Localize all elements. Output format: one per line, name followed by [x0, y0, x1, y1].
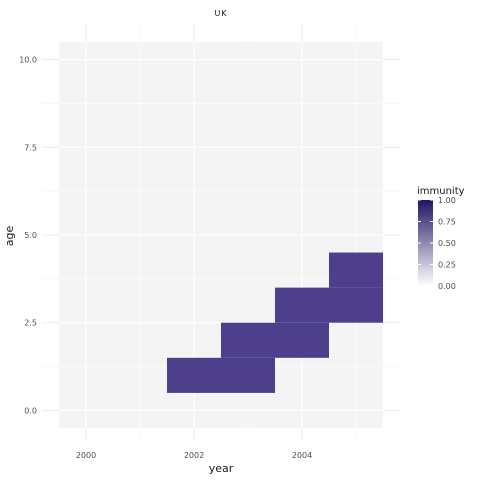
y-tick-label: 0.0 — [24, 406, 37, 415]
legend-title: immunity — [417, 186, 465, 197]
legend-ticks: 1.00 0.75 0.50 0.25 0.00 — [418, 196, 456, 291]
heatmap-tile — [221, 357, 275, 393]
heatmap-tile — [275, 322, 329, 358]
heatmap-tile — [329, 252, 383, 288]
grid-lines — [59, 42, 383, 428]
x-tick-label: 2004 — [292, 451, 312, 460]
x-axis-ticks: 2000 2002 2004 — [76, 451, 312, 460]
legend: immunity 1.00 0.75 0.50 0.25 0.00 — [417, 186, 465, 291]
legend-tick-label: 0.00 — [438, 282, 456, 291]
y-tick-label: 7.5 — [24, 143, 37, 152]
y-axis-ticks: 0.0 2.5 5.0 7.5 10.0 — [19, 56, 37, 416]
y-tick-label: 5.0 — [24, 231, 37, 240]
legend-colorbar — [418, 200, 433, 286]
legend-tick-label: 0.25 — [438, 261, 456, 270]
y-tick-label: 2.5 — [24, 319, 37, 328]
heatmap-tile — [221, 322, 275, 358]
legend-tick-label: 1.00 — [438, 196, 456, 205]
y-axis-title: age — [3, 226, 16, 247]
tiles-layer — [167, 252, 383, 393]
y-tick-label: 10.0 — [19, 56, 37, 65]
legend-tick-label: 0.75 — [438, 218, 456, 227]
x-tick-label: 2002 — [184, 451, 204, 460]
facet-strip-label: UK — [214, 9, 227, 18]
heatmap-tile — [275, 287, 329, 323]
legend-tick-label: 0.50 — [438, 239, 456, 248]
x-tick-label: 2000 — [76, 451, 96, 460]
heatmap-tile — [329, 287, 383, 323]
x-axis-title: year — [209, 462, 234, 475]
heatmap-tile — [167, 357, 221, 393]
